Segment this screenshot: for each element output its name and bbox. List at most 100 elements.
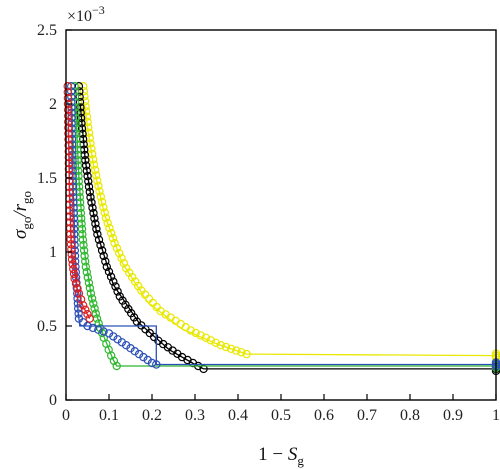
data-point	[81, 262, 91, 271]
data-point	[77, 124, 87, 133]
data-point	[64, 158, 74, 168]
series-line	[70, 103, 496, 366]
data-point	[82, 267, 92, 277]
data-point	[83, 171, 92, 181]
data-point	[66, 240, 76, 249]
data-point	[119, 259, 129, 268]
y-axis-label: σgo/rgo	[10, 191, 34, 239]
data-point	[77, 224, 87, 234]
data-point	[94, 235, 104, 244]
data-point	[85, 187, 95, 197]
data-point	[105, 223, 114, 233]
data-point	[83, 117, 92, 127]
data-point	[90, 304, 99, 313]
data-point	[130, 347, 139, 356]
data-point	[68, 260, 77, 269]
data-point	[66, 235, 75, 244]
series-line	[83, 103, 497, 357]
data-point	[64, 141, 73, 150]
data-point	[86, 192, 95, 202]
data-point	[74, 309, 83, 318]
data-point	[129, 313, 139, 322]
data-point	[76, 108, 85, 117]
data-point	[67, 255, 77, 264]
data-point	[211, 338, 220, 347]
y-tick-label: 1.5	[37, 170, 57, 187]
data-point	[80, 257, 90, 266]
data-point	[147, 358, 157, 368]
data-point	[96, 240, 105, 250]
axis-ticks: 0 0.1 0.2 0.3 0.4 0.5 0.6 0.7 0.8 0.9 1 0 0.5 1 1.5 2 2.…	[37, 22, 500, 424]
data-point	[94, 319, 103, 328]
data-point	[78, 81, 88, 91]
data-point	[112, 361, 121, 371]
x-tick-label: 0	[62, 407, 70, 424]
series-0	[78, 81, 500, 362]
x-tick-label: 0.7	[357, 407, 377, 424]
y-axis-multiplier: ×10−3	[67, 3, 105, 25]
data-point	[126, 309, 136, 318]
data-point	[112, 243, 122, 253]
data-point	[108, 233, 118, 243]
data-point	[71, 279, 81, 288]
data-point	[94, 181, 103, 191]
data-point	[90, 165, 100, 175]
data-point	[191, 328, 200, 338]
data-point	[91, 171, 101, 180]
data-point	[201, 333, 210, 342]
data-point	[144, 294, 154, 303]
data-point	[83, 310, 92, 319]
data-point	[113, 287, 122, 296]
y-tick-label: 1	[49, 244, 57, 261]
x-tick-label: 0.2	[142, 407, 162, 424]
data-point	[64, 135, 73, 144]
data-point	[95, 187, 104, 196]
data-point	[63, 93, 73, 103]
data-point	[64, 153, 74, 162]
data-point	[226, 344, 236, 353]
data-point	[73, 155, 82, 165]
data-point	[110, 238, 119, 248]
data-point	[72, 145, 82, 154]
data-point	[78, 129, 87, 138]
data-point	[75, 187, 84, 197]
data-point	[79, 246, 89, 255]
data-point	[106, 228, 116, 238]
data-point	[196, 331, 205, 340]
data-point	[81, 102, 90, 111]
data-point	[81, 161, 91, 170]
data-point	[117, 254, 126, 263]
data-point	[72, 134, 81, 144]
data-point	[121, 300, 130, 309]
data-point	[75, 87, 84, 96]
data-point	[69, 269, 79, 278]
data-point	[78, 229, 87, 239]
data-point	[84, 177, 93, 186]
data-point	[63, 111, 73, 121]
data-point	[78, 235, 88, 244]
data-point	[103, 218, 112, 228]
series-1	[74, 81, 500, 376]
plot-area	[63, 81, 500, 376]
data-point	[77, 118, 86, 128]
data-point	[73, 150, 82, 160]
series-4	[63, 81, 94, 323]
data-point	[83, 273, 93, 282]
data-point	[64, 129, 73, 138]
data-point	[88, 155, 98, 164]
x-axis-label: 1 − Sg	[258, 444, 304, 468]
data-point	[118, 296, 127, 305]
data-point	[83, 321, 92, 331]
data-point	[76, 103, 85, 112]
data-point	[88, 323, 98, 333]
x-tick-label: 1	[492, 407, 500, 424]
data-point	[81, 305, 90, 314]
data-point	[199, 364, 208, 374]
data-point	[100, 208, 109, 217]
y-tick-label: 0.5	[37, 318, 57, 335]
data-point	[76, 295, 86, 304]
data-point	[97, 197, 107, 207]
data-point	[63, 87, 73, 97]
data-point	[93, 176, 102, 185]
